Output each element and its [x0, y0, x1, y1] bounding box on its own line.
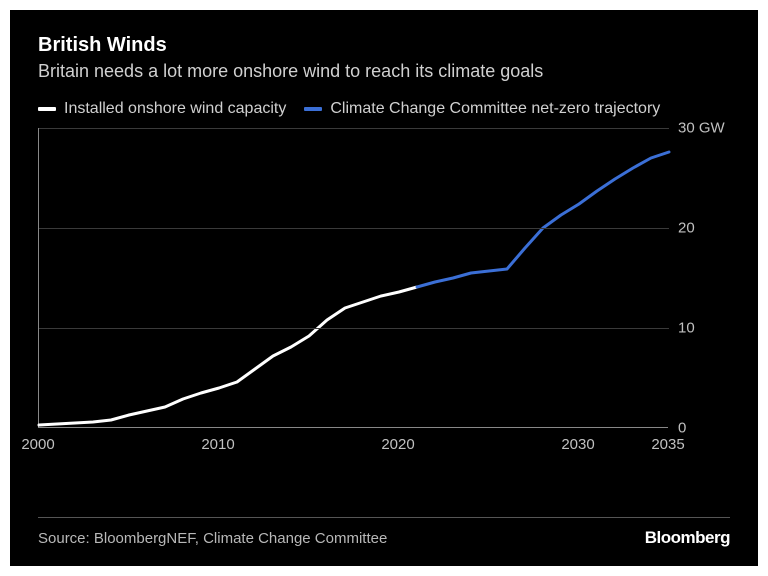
x-axis-label: 2020	[381, 436, 414, 453]
brand-logo: Bloomberg	[645, 528, 730, 548]
legend: Installed onshore wind capacity Climate …	[38, 100, 730, 118]
legend-swatch-installed	[38, 107, 56, 111]
x-axis-label: 2035	[651, 436, 684, 453]
y-axis-label: 10	[678, 320, 695, 337]
chart-card: British Winds Britain needs a lot more o…	[10, 10, 758, 566]
y-axis-label: 0	[678, 420, 686, 437]
plot-region	[38, 128, 668, 428]
gridline	[39, 228, 669, 229]
source-text: Source: BloombergNEF, Climate Change Com…	[38, 530, 387, 547]
chart-title: British Winds	[38, 34, 730, 57]
x-axis-label: 2010	[201, 436, 234, 453]
y-axis-label: 30 GW	[678, 120, 725, 137]
x-axis-label: 2030	[561, 436, 594, 453]
legend-item-installed: Installed onshore wind capacity	[38, 100, 286, 118]
gridline	[39, 328, 669, 329]
legend-label-trajectory: Climate Change Committee net-zero trajec…	[330, 100, 660, 118]
legend-item-trajectory: Climate Change Committee net-zero trajec…	[304, 100, 660, 118]
gridline	[39, 128, 669, 129]
footer: Source: BloombergNEF, Climate Change Com…	[38, 517, 730, 548]
line-svg	[39, 128, 669, 428]
series-line	[417, 152, 669, 287]
chart-subtitle: Britain needs a lot more onshore wind to…	[38, 61, 730, 82]
legend-swatch-trajectory	[304, 107, 322, 111]
series-line	[39, 287, 417, 425]
legend-label-installed: Installed onshore wind capacity	[64, 100, 286, 118]
y-axis-label: 20	[678, 220, 695, 237]
chart-area: 0102030 GW20002010202020302035	[38, 128, 730, 458]
x-axis-label: 2000	[21, 436, 54, 453]
